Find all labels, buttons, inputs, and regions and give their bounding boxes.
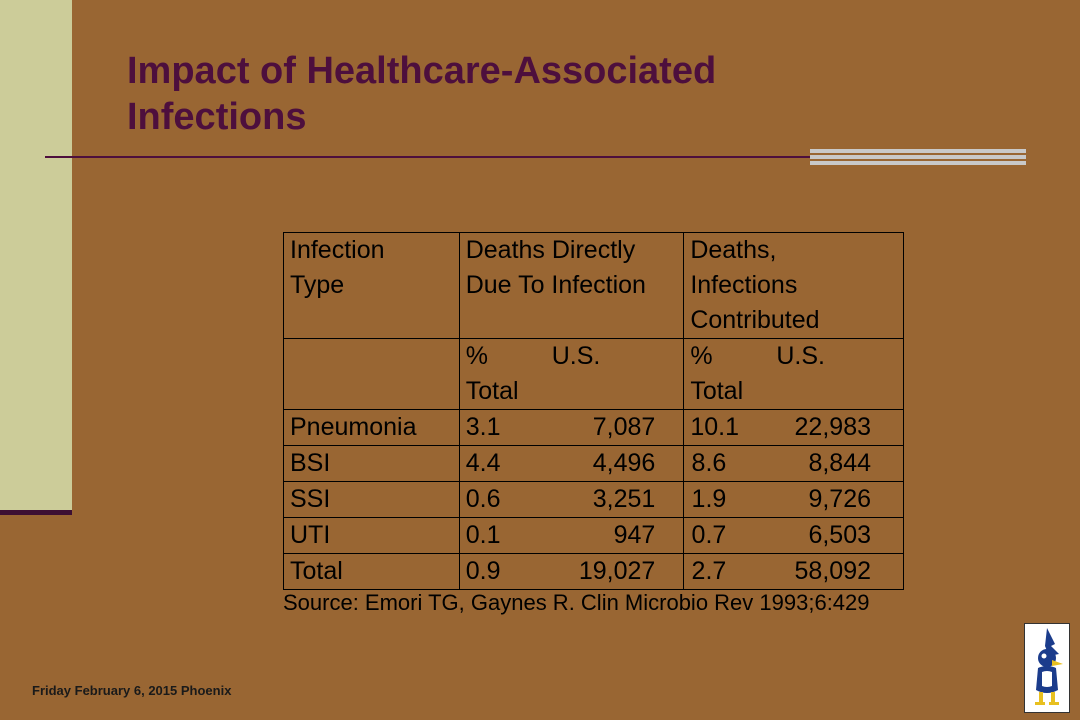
cell-contributed: 0.7 6,503 bbox=[683, 517, 904, 554]
cell-contrib-pct: 2.7 bbox=[691, 557, 727, 585]
title-rule-stripes bbox=[810, 149, 1026, 167]
cell-direct-pct: 0.1 bbox=[465, 521, 501, 549]
cell-contrib-pct: 10.1 bbox=[690, 413, 739, 441]
cell-infection-type: Total bbox=[283, 553, 460, 590]
subheader-pct: % bbox=[690, 342, 713, 370]
cell-contrib-pct: 0.7 bbox=[691, 521, 727, 549]
slide-title: Impact of Healthcare-Associated Infectio… bbox=[127, 48, 927, 140]
header-text: Deaths Directly bbox=[465, 236, 636, 264]
cell-infection-type: Pneumonia bbox=[283, 409, 460, 446]
table-row: Pneumonia 3.1 7,087 10.1 22,983 bbox=[283, 409, 904, 446]
sidebar-accent bbox=[0, 0, 72, 512]
cell-direct-us: 3,251 bbox=[592, 485, 656, 513]
cell-contrib-us: 22,983 bbox=[794, 413, 871, 441]
cell-contrib-pct: 1.9 bbox=[691, 485, 727, 513]
cell-direct-us: 4,496 bbox=[592, 449, 656, 477]
cell-contrib-us: 9,726 bbox=[808, 485, 871, 513]
table-header-row: Infection Type Deaths Directly Due To In… bbox=[283, 232, 904, 339]
cell-direct: 0.6 3,251 bbox=[458, 481, 685, 518]
subheader-pair: % U.S. bbox=[466, 339, 678, 374]
title-line-2: Infections bbox=[127, 96, 307, 138]
infection-deaths-table: Infection Type Deaths Directly Due To In… bbox=[283, 232, 904, 590]
table-row: SSI 0.6 3,251 1.9 9,726 bbox=[283, 481, 904, 518]
subheader-empty bbox=[283, 338, 460, 410]
cell-contrib-pct: 8.6 bbox=[691, 449, 727, 477]
subheader-us: U.S. bbox=[551, 342, 601, 370]
source-citation: Source: Emori TG, Gaynes R. Clin Microbi… bbox=[283, 590, 870, 615]
cell-direct: 3.1 7,087 bbox=[458, 409, 685, 446]
cell-contributed: 2.7 58,092 bbox=[683, 553, 904, 590]
cell-direct: 0.1 947 bbox=[458, 517, 685, 554]
header-infection-type: Infection Type bbox=[283, 232, 460, 339]
header-text: Due To Infection bbox=[465, 271, 646, 299]
table-row: UTI 0.1 947 0.7 6,503 bbox=[283, 517, 904, 554]
cell-direct-pct: 3.1 bbox=[465, 413, 501, 441]
cell-direct: 4.4 4,496 bbox=[458, 445, 685, 482]
cell-direct-pct: 0.9 bbox=[465, 557, 501, 585]
header-deaths-contributed: Deaths, Infections Contributed bbox=[683, 232, 904, 339]
subheader-us: U.S. bbox=[776, 342, 825, 370]
footer-date: Friday February 6, 2015 Phoenix bbox=[32, 683, 232, 698]
cell-direct: 0.9 19,027 bbox=[458, 553, 685, 590]
title-rule bbox=[45, 156, 810, 158]
cell-infection-type: BSI bbox=[283, 445, 460, 482]
cell-direct-us: 19,027 bbox=[578, 557, 656, 585]
header-text: Deaths, bbox=[690, 236, 777, 264]
sidebar-underline bbox=[0, 510, 72, 515]
header-text: Contributed bbox=[690, 306, 820, 334]
cell-contributed: 10.1 22,983 bbox=[683, 409, 904, 446]
subheader-total: Total bbox=[465, 377, 519, 405]
subheader-pct: % bbox=[465, 342, 488, 370]
header-text: Infections bbox=[690, 271, 798, 299]
cell-contributed: 1.9 9,726 bbox=[683, 481, 904, 518]
table-subheader-row: % U.S. Total % U.S. Total bbox=[283, 338, 904, 410]
header-text: Type bbox=[290, 271, 345, 299]
table-row: BSI 4.4 4,496 8.6 8,844 bbox=[283, 445, 904, 482]
subheader-direct: % U.S. Total bbox=[458, 338, 685, 410]
cell-direct-pct: 4.4 bbox=[465, 449, 501, 477]
cell-direct-us: 7,087 bbox=[592, 413, 656, 441]
header-text: Infection bbox=[290, 236, 385, 264]
cell-infection-type: UTI bbox=[283, 517, 460, 554]
cell-direct-pct: 0.6 bbox=[465, 485, 501, 513]
cell-infection-type: SSI bbox=[283, 481, 460, 518]
cell-contrib-us: 8,844 bbox=[808, 449, 871, 477]
header-deaths-direct: Deaths Directly Due To Infection bbox=[458, 232, 685, 339]
cell-contributed: 8.6 8,844 bbox=[683, 445, 904, 482]
title-line-1: Impact of Healthcare-Associated bbox=[127, 50, 717, 92]
subheader-total: Total bbox=[690, 377, 744, 405]
subheader-contributed: % U.S. Total bbox=[683, 338, 904, 410]
subheader-pair: % U.S. bbox=[690, 339, 897, 374]
cell-contrib-us: 6,503 bbox=[808, 521, 871, 549]
cell-direct-us: 947 bbox=[613, 521, 656, 549]
bird-mascot-icon bbox=[1024, 623, 1070, 713]
cell-contrib-us: 58,092 bbox=[794, 557, 871, 585]
table-row: Total 0.9 19,027 2.7 58,092 bbox=[283, 553, 904, 590]
